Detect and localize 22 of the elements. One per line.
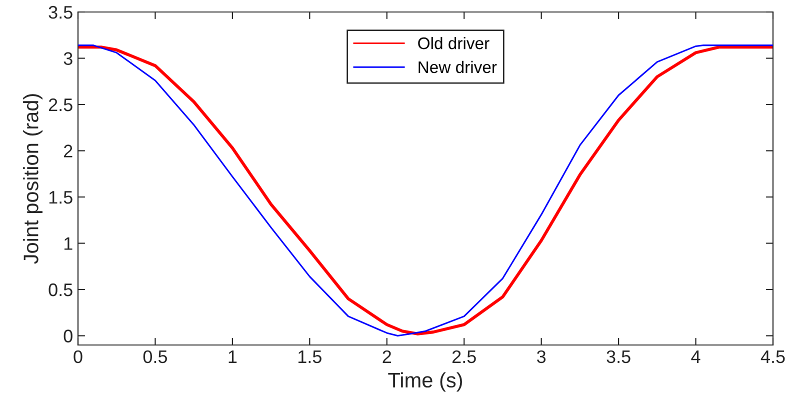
y-tick-label: 1.5 — [49, 191, 72, 204]
y-tick-label: 0.5 — [48, 283, 72, 296]
y-tick-label: 3 — [64, 52, 72, 65]
x-tick-label: 1.5 — [298, 350, 322, 364]
x-tick-label: 1 — [228, 350, 237, 363]
legend-label: New driver — [418, 60, 497, 74]
x-tick-label: 4 — [691, 350, 700, 363]
x-tick-label: 2 — [382, 350, 392, 363]
legend-label: Old driver — [418, 36, 490, 50]
y-tick-label: 2 — [64, 144, 72, 158]
y-tick-label: 2.5 — [48, 98, 72, 112]
x-tick-label: 3 — [537, 350, 546, 364]
y-tick-label: 0 — [64, 330, 72, 342]
x-axis-title: Time (s) — [388, 372, 462, 392]
x-tick-label: 0 — [74, 350, 82, 364]
y-axis-title: Joint position (rad) — [23, 94, 42, 264]
y-tick-label: 1 — [64, 237, 72, 250]
x-tick-label: 2.5 — [452, 350, 476, 364]
y-tick-label: 3.5 — [48, 6, 72, 19]
x-tick-label: 0.5 — [143, 350, 168, 364]
x-tick-label: 4.5 — [760, 350, 785, 364]
x-tick-label: 3.5 — [606, 350, 630, 364]
